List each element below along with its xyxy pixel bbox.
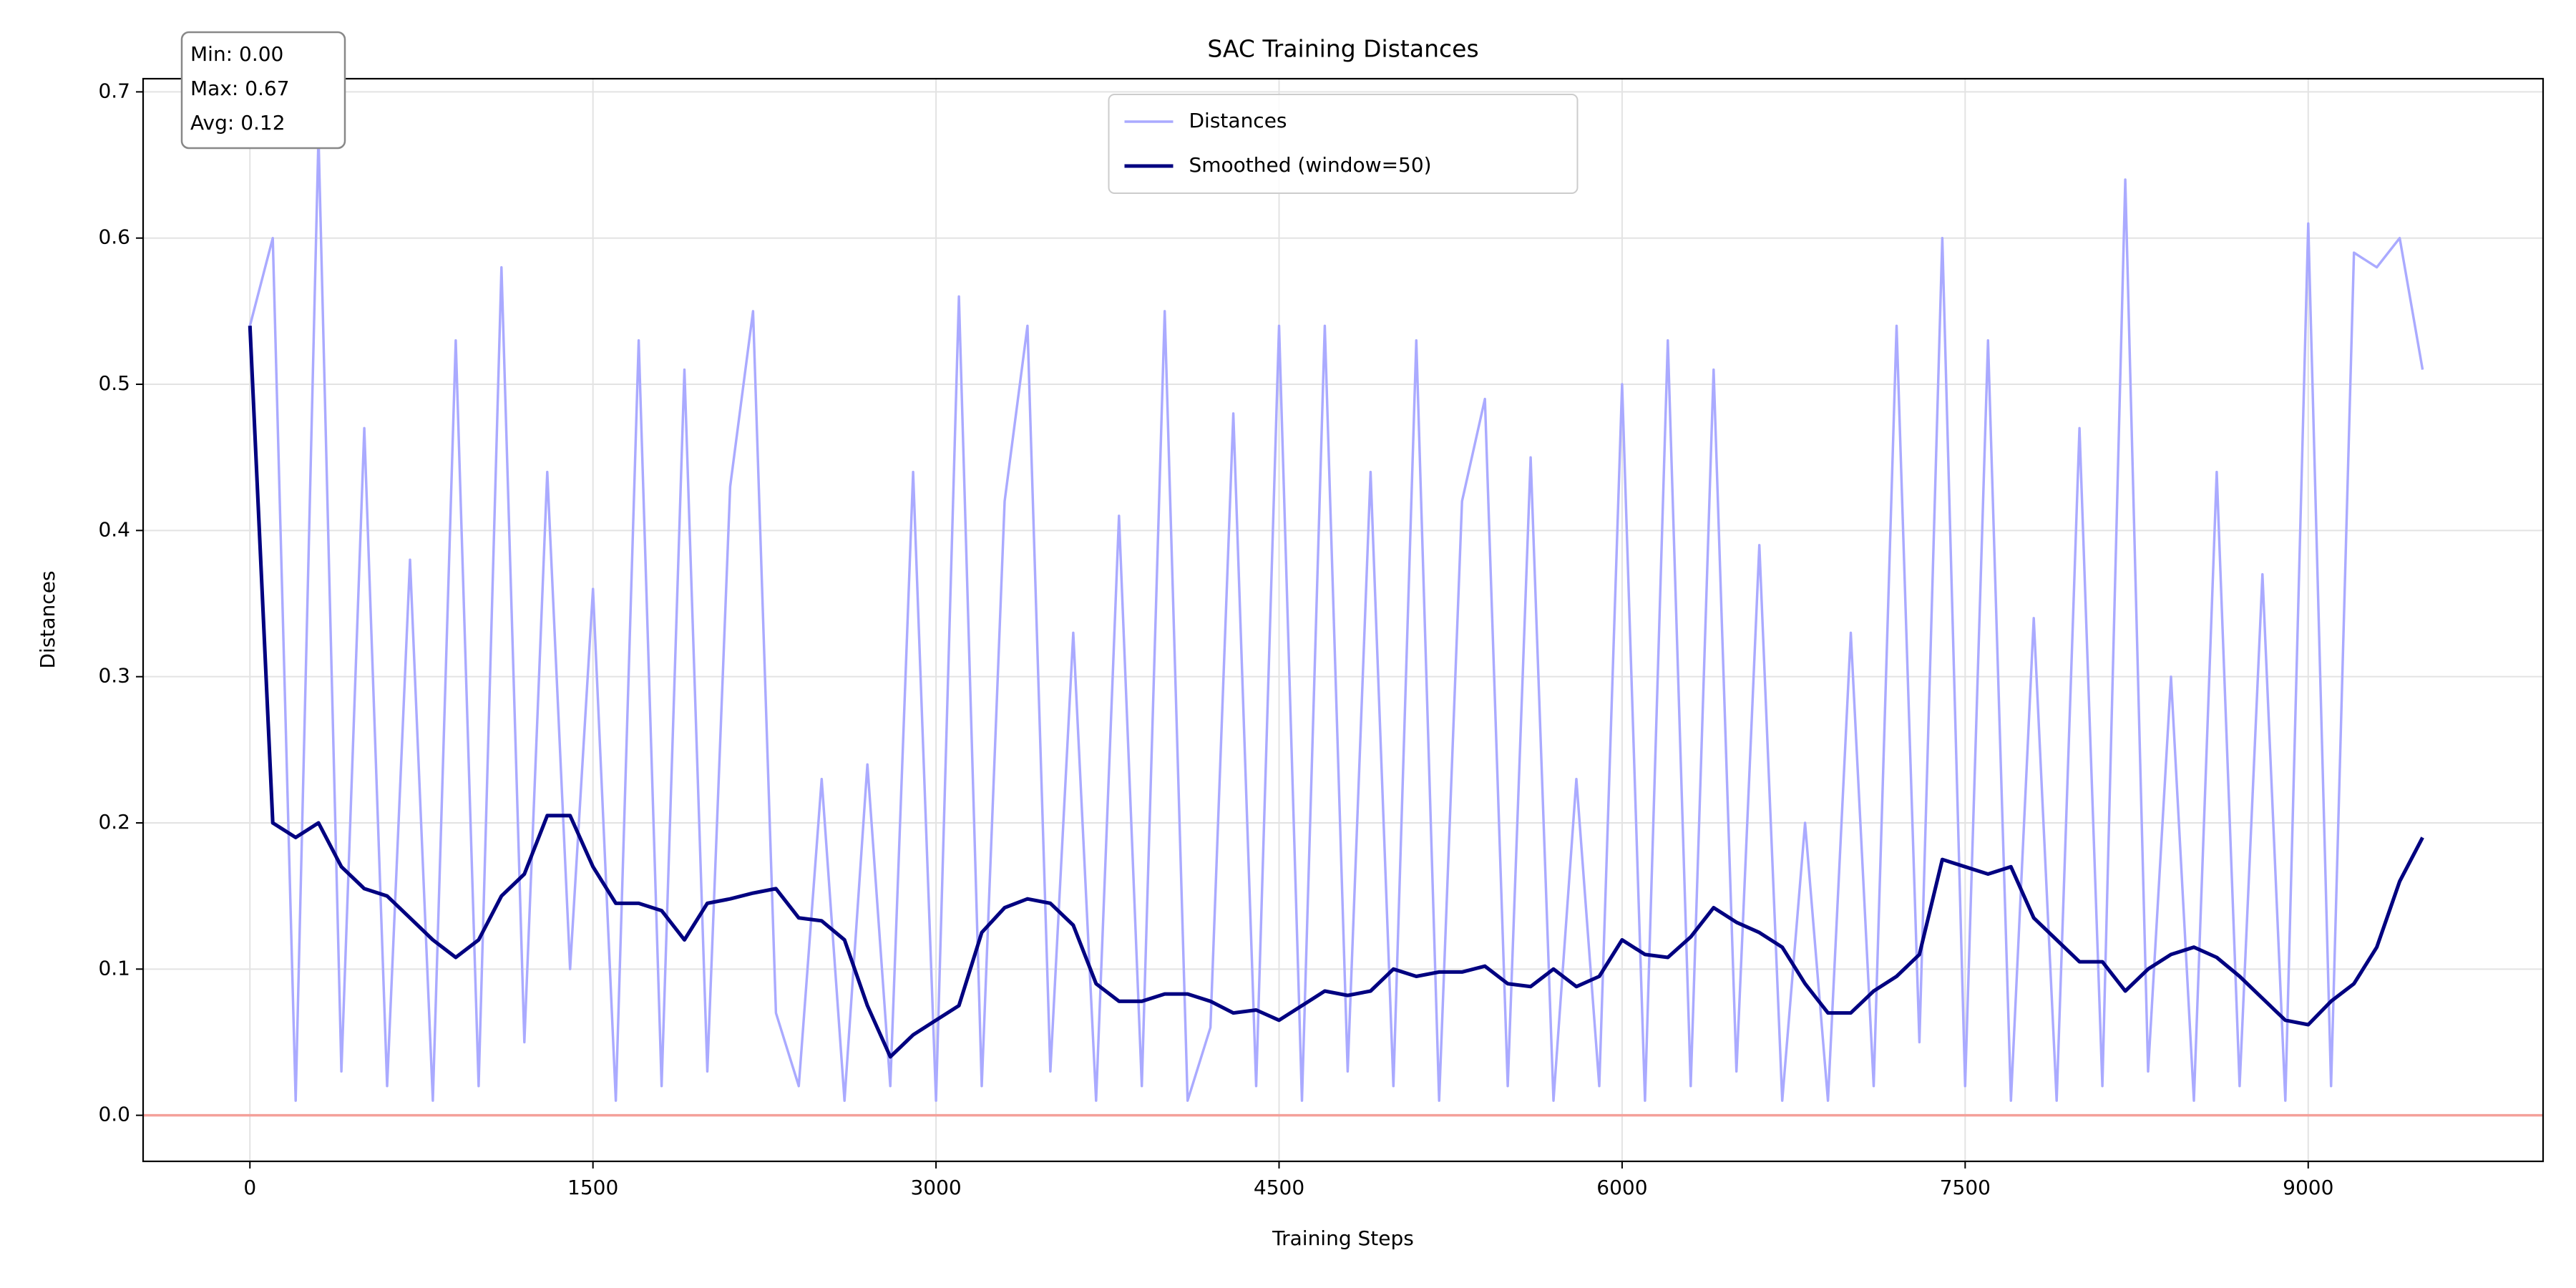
y-tick-label: 0.4 xyxy=(98,517,130,541)
y-tick-label: 0.2 xyxy=(98,810,130,834)
data-line xyxy=(248,134,2424,1102)
x-tick-label: 6000 xyxy=(1596,1176,1647,1199)
stats-text: Avg: 0.12 xyxy=(190,111,286,135)
x-axis-label: Training Steps xyxy=(1272,1226,1414,1250)
legend-label: Distances xyxy=(1189,109,1287,132)
stats-box xyxy=(180,31,346,150)
plot-frame xyxy=(142,77,2545,1163)
x-tick-label: 7500 xyxy=(1940,1176,1991,1199)
x-tick-label: 0 xyxy=(243,1176,256,1199)
legend-box xyxy=(1108,94,1579,194)
x-tick-label: 9000 xyxy=(2283,1176,2333,1199)
stats-text: Max: 0.67 xyxy=(190,77,290,100)
chart-title: SAC Training Distances xyxy=(1207,35,1478,63)
y-tick-label: 0.6 xyxy=(98,225,130,249)
x-tick-label: 4500 xyxy=(1254,1176,1304,1199)
y-axis-label: Distances xyxy=(36,570,59,668)
y-tick-label: 0.0 xyxy=(98,1103,130,1126)
x-tick-label: 3000 xyxy=(910,1176,961,1199)
y-tick-label: 0.7 xyxy=(98,79,130,102)
x-tick-label: 1500 xyxy=(567,1176,618,1199)
y-tick-label: 0.1 xyxy=(98,956,130,980)
y-tick-label: 0.3 xyxy=(98,664,130,688)
data-line xyxy=(248,326,2424,1059)
legend-label: Smoothed (window=50) xyxy=(1189,153,1432,177)
legend: Distances Smoothed (window=50) xyxy=(1108,94,1579,194)
stats-text: Min: 0.00 xyxy=(190,42,283,66)
y-tick-label: 0.5 xyxy=(98,371,130,395)
